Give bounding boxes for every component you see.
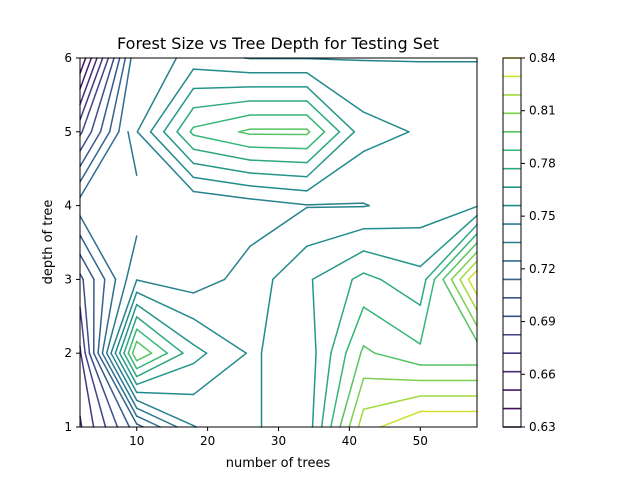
y-tick-label: 1	[64, 420, 72, 434]
x-tick-label: 50	[413, 434, 428, 448]
y-tick-label: 4	[64, 199, 72, 213]
y-axis-label: depth of tree	[41, 200, 56, 285]
y-tick-label: 6	[64, 51, 72, 65]
y-tick-label: 2	[64, 346, 72, 360]
x-axis-label: number of trees	[226, 456, 331, 471]
contour-segment	[307, 207, 364, 208]
colorbar-tick-label: 0.72	[529, 262, 556, 276]
colorbar-tick-label: 0.84	[529, 51, 556, 65]
colorbar-tick-label: 0.66	[529, 367, 556, 381]
colorbar-tick-label: 0.78	[529, 156, 556, 170]
contour-segment	[364, 228, 421, 229]
colorbar-tick-label: 0.63	[529, 420, 556, 434]
colorbar-tick-label: 0.69	[529, 315, 556, 329]
x-tick-label: 10	[129, 434, 144, 448]
y-tick-label: 3	[64, 272, 72, 286]
x-tick-label: 30	[271, 434, 286, 448]
colorbar-tick-label: 0.75	[529, 209, 556, 223]
x-tick-label: 40	[342, 434, 357, 448]
chart-title: Forest Size vs Tree Depth for Testing Se…	[117, 34, 439, 53]
x-tick-label: 20	[200, 434, 215, 448]
y-tick-label: 5	[64, 125, 72, 139]
colorbar-tick-label: 0.81	[529, 104, 556, 118]
